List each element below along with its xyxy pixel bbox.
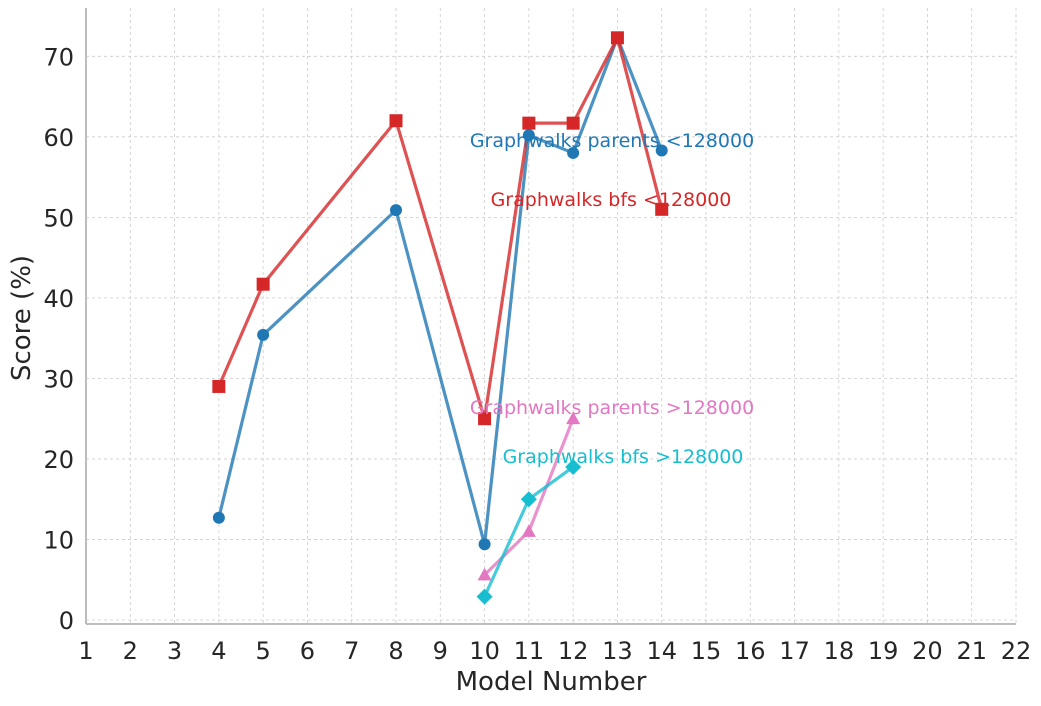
data-point-square (389, 114, 403, 128)
x-axis-label: Model Number (456, 667, 647, 697)
data-point-circle (390, 204, 402, 217)
data-point-diamond (476, 588, 493, 605)
y-tick-label: 30 (43, 365, 74, 393)
x-tick-label: 20 (912, 637, 943, 665)
x-tick-label: 11 (514, 637, 545, 665)
x-tick-label: 6 (300, 637, 315, 665)
series-labels: Graphwalks parents <128000 Graphwalks bfs… (470, 130, 754, 468)
y-tick-label: 40 (43, 285, 74, 313)
x-tick-label: 3 (167, 637, 182, 665)
data-point-square (610, 31, 624, 45)
data-point-square (522, 116, 536, 130)
data-point-circle (257, 328, 270, 341)
series-label: Graphwalks parents <128000 (470, 130, 754, 152)
data-point-square (212, 379, 226, 393)
x-tick-label: 5 (256, 637, 271, 665)
x-tick-label: 19 (868, 637, 899, 665)
grid (85, 8, 1017, 624)
x-tick-label: 16 (735, 637, 766, 665)
data-point-diamond (565, 458, 582, 475)
x-tick-label: 14 (646, 637, 677, 665)
x-tick-label: 8 (388, 637, 403, 665)
data-point-triangle (521, 524, 536, 537)
x-tick-label: 9 (433, 637, 448, 665)
data-point-square (566, 116, 580, 130)
x-tick-label: 22 (1001, 637, 1032, 665)
series-label: Graphwalks bfs >128000 (503, 446, 744, 468)
x-tick-label: 4 (211, 637, 226, 665)
x-tick-label: 15 (691, 637, 722, 665)
data-point-square (478, 412, 492, 426)
x-tick-label: 13 (602, 637, 633, 665)
data-point-circle (478, 538, 491, 551)
x-tick-label: 12 (558, 637, 589, 665)
data-point-square (655, 202, 669, 216)
y-tick-label: 10 (43, 526, 74, 554)
y-tick-label: 0 (59, 607, 74, 635)
y-tick-label: 20 (43, 446, 74, 474)
series-label: Graphwalks parents >128000 (470, 397, 754, 419)
x-tick-label: 2 (123, 637, 138, 665)
y-tick-label: 50 (43, 204, 74, 232)
data-point-triangle (566, 411, 581, 425)
x-tick-label: 7 (344, 637, 359, 665)
x-tick-label: 18 (824, 637, 855, 665)
series-markers (212, 31, 669, 605)
tick-labels: 1 2 3 4 5 6 7 8 9 10 11 12 13 14 15 16 17 18 19 20 21 2201020… (43, 43, 1031, 665)
x-tick-label: 17 (779, 637, 810, 665)
x-tick-label: 10 (469, 637, 500, 665)
axes (85, 8, 1016, 625)
data-point-circle (655, 144, 668, 157)
data-point-circle (567, 146, 580, 159)
series-line (217, 36, 664, 546)
y-axis-label: Score (%) (7, 255, 37, 381)
x-tick-label: 1 (78, 637, 93, 665)
data-point-square (256, 277, 270, 291)
series-label: Graphwalks bfs <128000 (491, 189, 732, 211)
data-point-circle (522, 129, 535, 142)
data-point-diamond (520, 491, 537, 508)
series-line (217, 36, 664, 421)
data-point-circle (212, 511, 225, 524)
y-tick-label: 60 (43, 124, 74, 152)
y-tick-label: 70 (43, 43, 74, 71)
data-point-triangle (477, 567, 492, 581)
x-tick-label: 21 (956, 637, 987, 665)
